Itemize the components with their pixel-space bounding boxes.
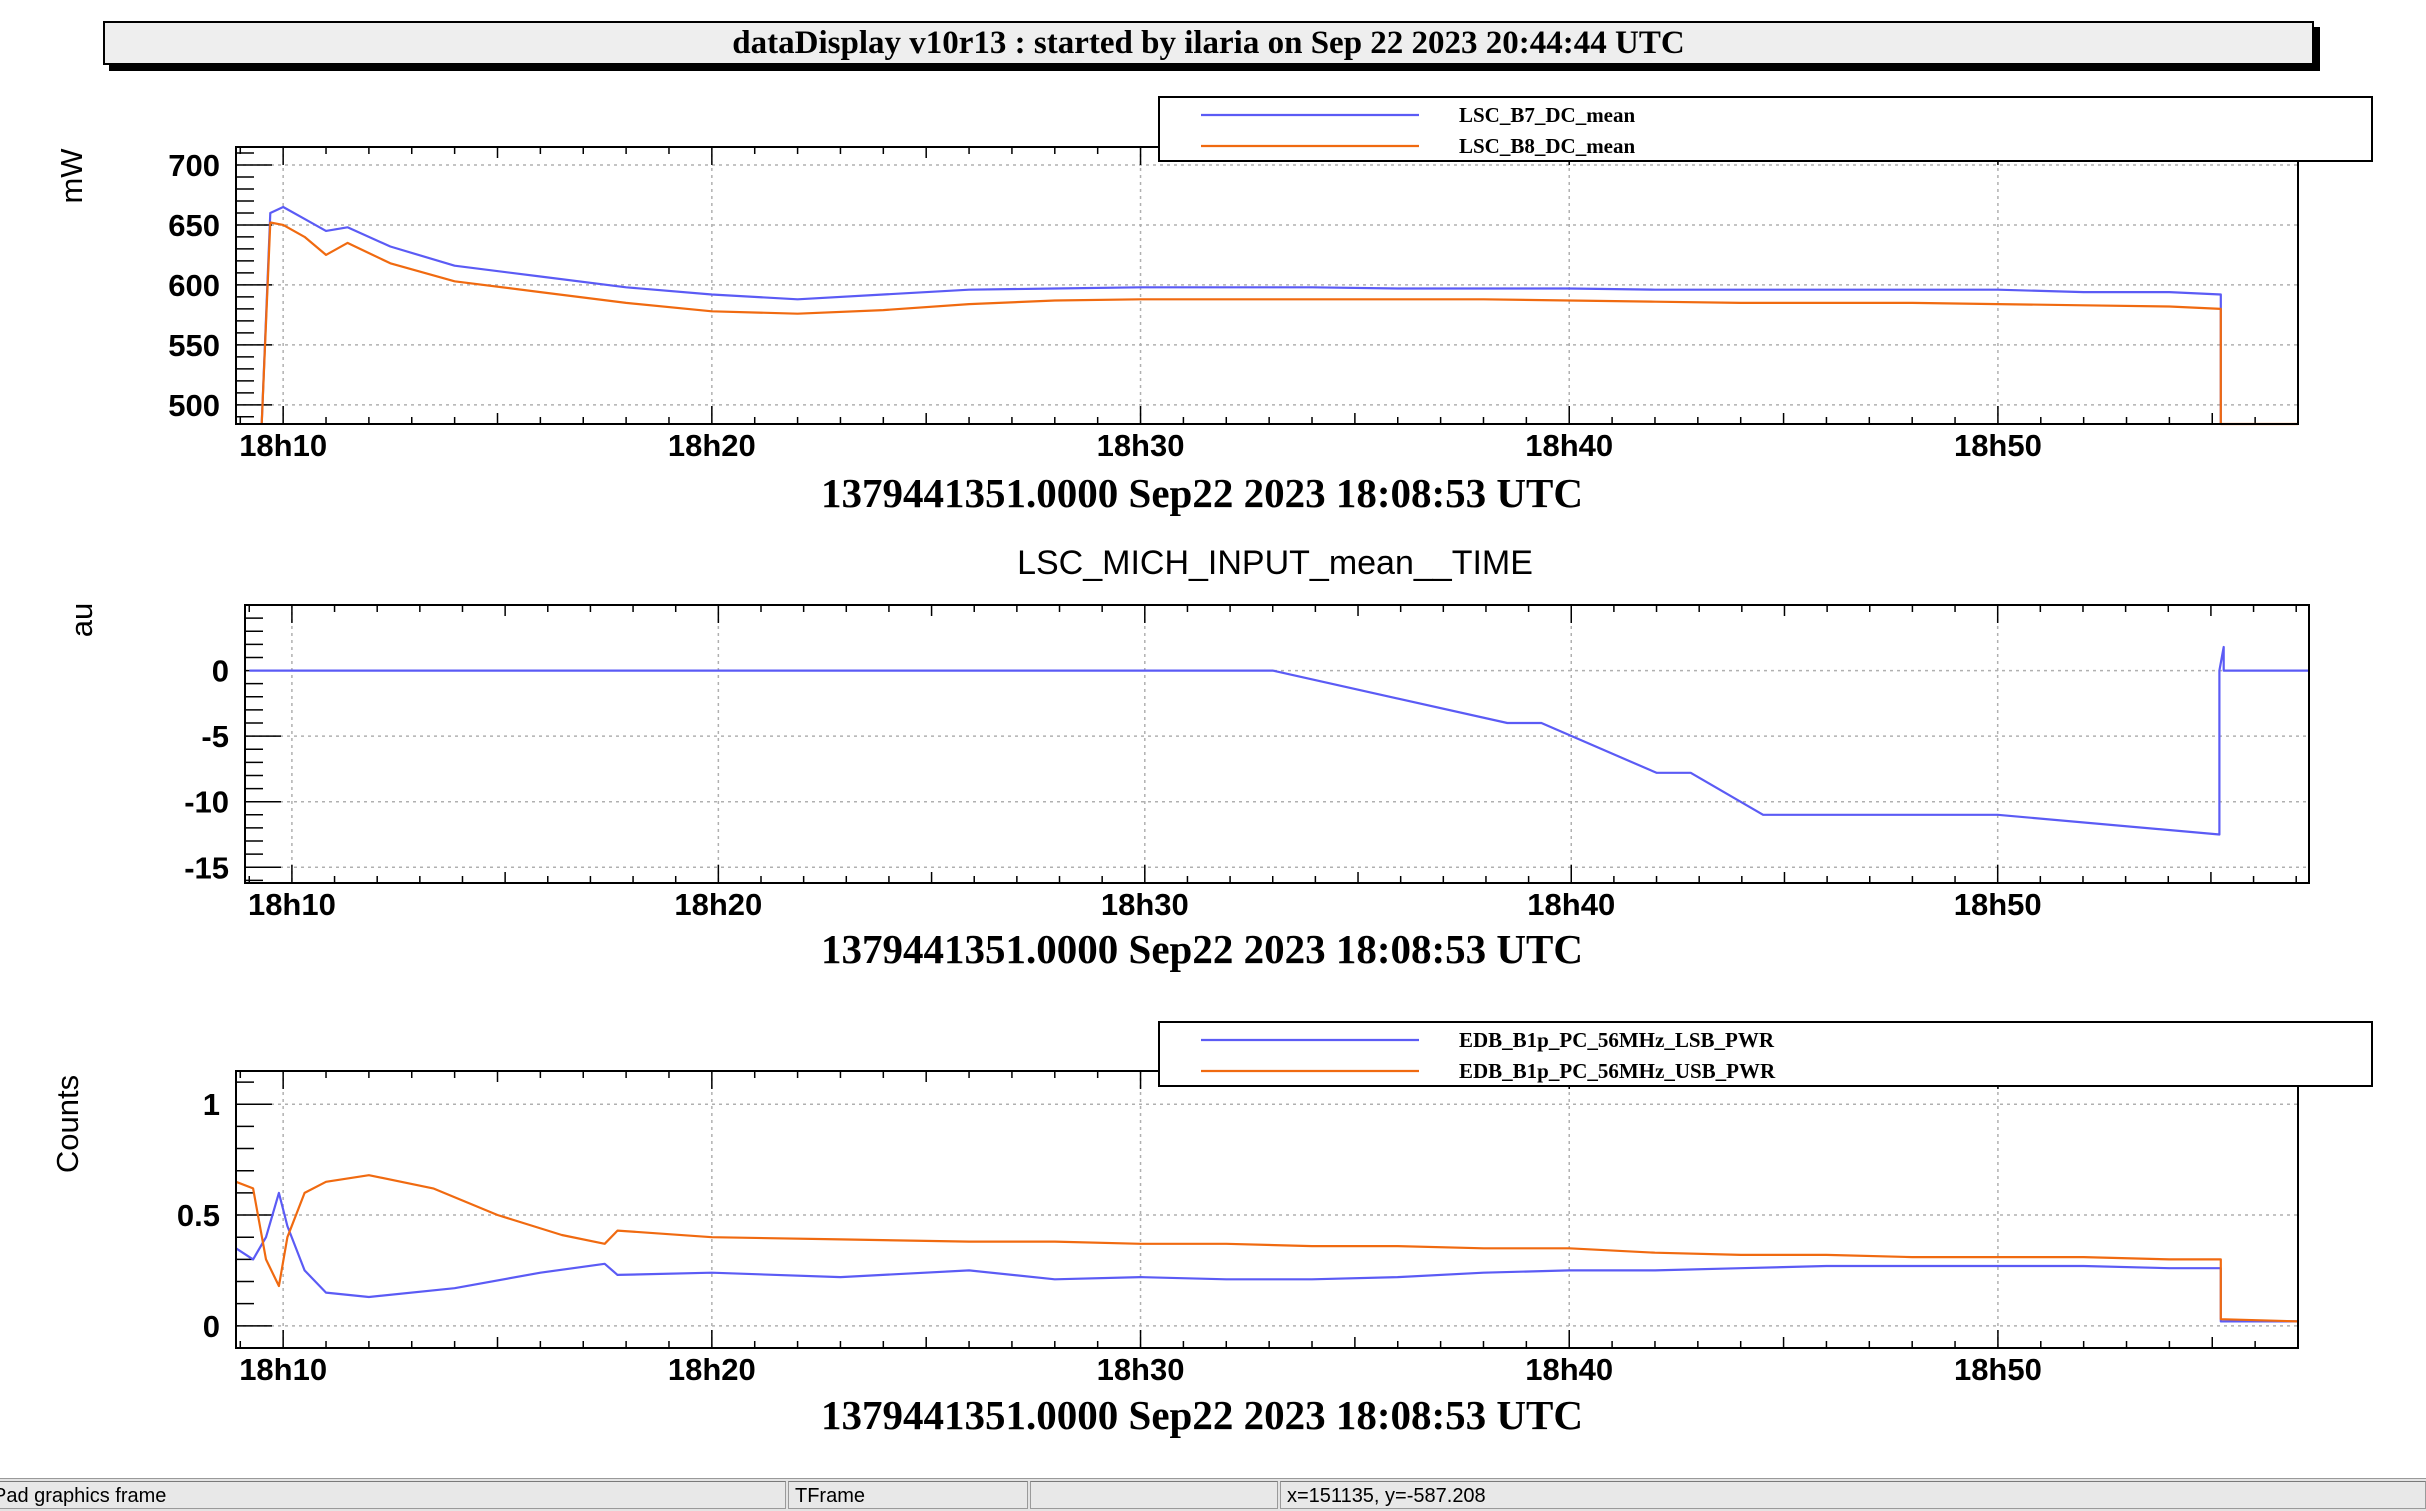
y-tick-label: 700 [168,148,220,183]
plot-area [236,1071,2298,1348]
x-tick-label: 18h40 [1525,428,1613,463]
y-tick-label: -5 [201,719,229,754]
status-empty-cell [1030,1481,1278,1509]
series-line-lsc-b8-dc-mean [260,221,2298,426]
chart-3: 18h10 18h20 18h30 18h40 18h50 0 0.5 1 Counts 1379… [50,1021,2373,1438]
status-object-info: Pad graphics frame [0,1481,786,1509]
y-axis-label: Counts [50,1075,85,1173]
x-axis-title: 1379441351.0000 Sep22 2023 18:08:53 UTC [821,1392,1583,1438]
legend-entry: LSC_B8_DC_mean [1459,134,1636,158]
x-tick-label: 18h30 [1097,428,1185,463]
y-tick-label: -10 [184,785,229,820]
chart-2: 18h10 18h20 18h30 18h40 18h50 -15 -10 -5 0 au LSC_… [64,544,2310,972]
legend-entry: LSC_B7_DC_mean [1459,103,1636,127]
y-tick-label: 550 [168,328,220,363]
x-tick-label: 18h50 [1954,887,2042,922]
legend-box [1158,96,2373,162]
y-tick-label: -15 [184,850,229,885]
x-tick-label: 18h10 [239,1352,327,1387]
legend-entry: EDB_B1p_PC_56MHz_USB_PWR [1459,1059,1776,1083]
x-tick-label: 18h50 [1954,428,2042,463]
series-line-1 [249,645,2309,836]
chart-title: LSC_MICH_INPUT_mean__TIME [1017,544,1533,582]
x-tick-label: 18h30 [1097,1352,1185,1387]
x-tick-label: 18h40 [1527,887,1615,922]
x-tick-label: 18h30 [1101,887,1189,922]
x-tick-label: 18h20 [668,1352,756,1387]
legend-entry: EDB_B1p_PC_56MHz_LSB_PWR [1459,1028,1775,1052]
series-line-lsc-b7-dc-mean [260,205,2222,425]
y-tick-label: 0 [203,1309,220,1344]
plot-frame [244,604,2310,884]
canvas: 18h10 18h20 18h30 18h40 18h50 500 550 600 650 700… [50,96,2373,1438]
status-bar: Pad graphics frame TFrame x=151135, y=-5… [0,1478,2426,1511]
chart-1: 18h10 18h20 18h30 18h40 18h50 500 550 600 650 700… [54,96,2373,516]
y-tick-label: 600 [168,268,220,303]
x-tick-label: 18h40 [1525,1352,1613,1387]
series-line-edb-b1p-pc-56mhz-usb-pwr [235,1174,2299,1323]
y-tick-label: 500 [168,388,220,423]
y-axis-label: au [64,603,99,637]
window-title: dataDisplay v10r13 : started by ilaria o… [103,21,2314,65]
series-line-edb-b1p-pc-56mhz-lsb-pwr [235,1191,2298,1323]
y-tick-label: 1 [203,1087,220,1122]
x-axis-title: 1379441351.0000 Sep22 2023 18:08:53 UTC [821,470,1583,516]
x-tick-label: 18h10 [248,887,336,922]
x-axis-title: 1379441351.0000 Sep22 2023 18:08:53 UTC [821,926,1583,972]
x-tick-label: 18h50 [1954,1352,2042,1387]
status-cursor-readout: x=151135, y=-587.208 [1280,1481,2426,1509]
x-tick-label: 18h20 [674,887,762,922]
x-tick-label: 18h20 [668,428,756,463]
plot-area [245,605,2309,883]
status-object-class: TFrame [788,1481,1028,1509]
y-tick-label: 0.5 [177,1198,220,1233]
y-axis-label: mW [54,148,89,204]
y-tick-label: 0 [212,654,229,689]
x-tick-label: 18h10 [239,428,327,463]
legend-box [1158,1021,2373,1087]
y-tick-label: 650 [168,208,220,243]
